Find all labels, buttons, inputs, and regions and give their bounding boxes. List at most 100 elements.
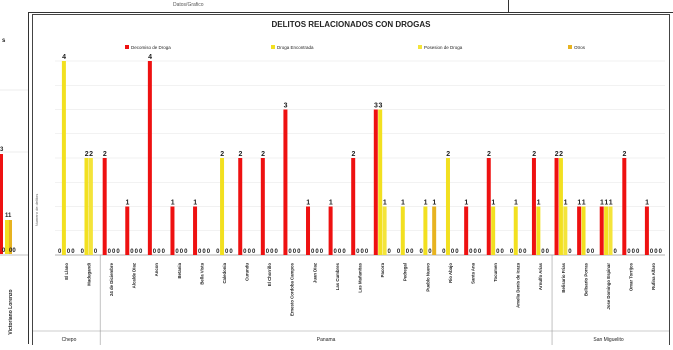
data-label: 0 <box>225 249 229 255</box>
left-partial-panel: s 3 11 0 00 Victoriano Lorenzo <box>0 12 29 344</box>
x-tick-label: Juan Diaz <box>312 263 317 283</box>
data-label: 0 <box>116 249 120 255</box>
data-label: 2 <box>446 151 450 158</box>
data-label: 1 <box>401 200 405 207</box>
x-tick-label: Arnulfo Arias <box>538 262 543 290</box>
bar <box>536 206 541 255</box>
left-partial-chart: s 3 11 0 00 Victoriano Lorenzo <box>0 38 28 335</box>
bar-chart: DELITOS RELACIONADOS CON DROGAS Decomiso… <box>33 20 669 345</box>
data-label: 3 <box>284 103 288 110</box>
bar <box>125 206 130 255</box>
bar <box>604 206 609 255</box>
data-label: 0 <box>135 249 139 255</box>
data-label: 0 <box>546 249 550 255</box>
data-label: 1 <box>383 200 387 207</box>
data-label: 0 <box>613 249 617 255</box>
top-strip-separator <box>508 0 509 12</box>
data-label: 0 <box>650 249 654 255</box>
data-label: 0 <box>198 249 202 255</box>
data-label: 0 <box>388 249 392 255</box>
bar <box>147 61 152 255</box>
data-label: 0 <box>356 249 360 255</box>
data-label: 0 <box>334 249 338 255</box>
data-label: 0 <box>130 249 134 255</box>
data-label: 0 <box>591 249 595 255</box>
left-partial-tick-label: 11 <box>5 213 12 219</box>
group-label: Panama <box>317 337 336 343</box>
left-partial-bar-otros <box>9 220 12 254</box>
data-label: 2 <box>220 151 224 158</box>
legend-label: Otros <box>574 45 586 50</box>
data-label: 0 <box>216 249 220 255</box>
x-tick-label: Pedregal <box>403 263 408 281</box>
data-label: 0 <box>473 249 477 255</box>
data-label: 1 <box>171 200 175 207</box>
chart-title: DELITOS RELACIONADOS CON DROGAS <box>272 20 432 29</box>
data-label: 0 <box>252 249 256 255</box>
bar <box>400 206 405 255</box>
legend-swatch <box>271 45 275 49</box>
data-label: 4 <box>148 54 152 61</box>
bar <box>486 158 491 255</box>
bar <box>581 206 586 255</box>
bar <box>260 158 265 255</box>
data-label: 2 <box>89 151 93 158</box>
data-label: 0 <box>180 249 184 255</box>
x-tick-label: Las Cumbres <box>335 262 340 290</box>
data-label: 0 <box>293 249 297 255</box>
legend-label: Droga Encontrada <box>277 45 314 50</box>
data-label: 1 <box>609 200 613 207</box>
bar <box>491 206 496 255</box>
x-tick-label: Ernesto Cordoba Campos <box>290 262 295 316</box>
x-tick-label: El Chorrillo <box>267 263 272 287</box>
data-label: 0 <box>184 249 188 255</box>
data-label: 0 <box>442 249 446 255</box>
data-label: 1 <box>193 200 197 207</box>
data-label: 1 <box>604 200 608 207</box>
data-label: 0 <box>361 249 365 255</box>
data-label: 0 <box>586 249 590 255</box>
data-label: 0 <box>311 249 315 255</box>
data-label: 1 <box>491 200 495 207</box>
bar <box>382 206 387 255</box>
left-panel-label: s <box>2 38 6 44</box>
data-label: 0 <box>654 249 658 255</box>
chart-container: DELITOS RELACIONADOS CON DROGAS Decomiso… <box>32 14 670 345</box>
bar <box>432 206 437 255</box>
data-label: 1 <box>537 200 541 207</box>
data-label: 0 <box>266 249 270 255</box>
bar <box>61 61 66 255</box>
bar <box>102 158 107 255</box>
data-label: 0 <box>67 249 71 255</box>
left-partial-tick-label: 0 <box>2 248 6 254</box>
x-tick-label: Curundu <box>245 263 250 281</box>
data-label: 0 <box>636 249 640 255</box>
top-strip: Datos/Grafico <box>28 0 673 13</box>
legend-label: Decomiso de Droga <box>131 45 171 50</box>
data-label: 2 <box>487 151 491 158</box>
data-label: 0 <box>342 249 346 255</box>
left-partial-value-label: 3 <box>0 147 4 153</box>
left-partial-bar-decomiso <box>0 154 3 254</box>
x-tick-label: Alcalde Diaz <box>132 263 137 288</box>
data-label: 1 <box>514 200 518 207</box>
x-tick-label: Omar Torrijos <box>629 262 634 291</box>
data-label: 0 <box>496 249 500 255</box>
data-label: 0 <box>338 249 342 255</box>
data-label: 0 <box>270 249 274 255</box>
bar <box>193 206 198 255</box>
x-tick-label: Madugandi <box>86 263 91 286</box>
data-label: 0 <box>320 249 324 255</box>
data-label: 0 <box>510 249 514 255</box>
data-label: 2 <box>261 151 265 158</box>
chart-x-ticks: El Llano Madugandi 24 de Diciembre Alcalde … <box>64 262 656 316</box>
bar <box>577 206 582 255</box>
data-label: 0 <box>541 249 545 255</box>
data-label: 0 <box>500 249 504 255</box>
x-tick-label: El Llano <box>64 263 69 280</box>
data-label: 2 <box>555 151 559 158</box>
left-partial-bar-encontrada <box>5 220 9 254</box>
data-label: 0 <box>469 249 473 255</box>
bar <box>84 158 89 255</box>
